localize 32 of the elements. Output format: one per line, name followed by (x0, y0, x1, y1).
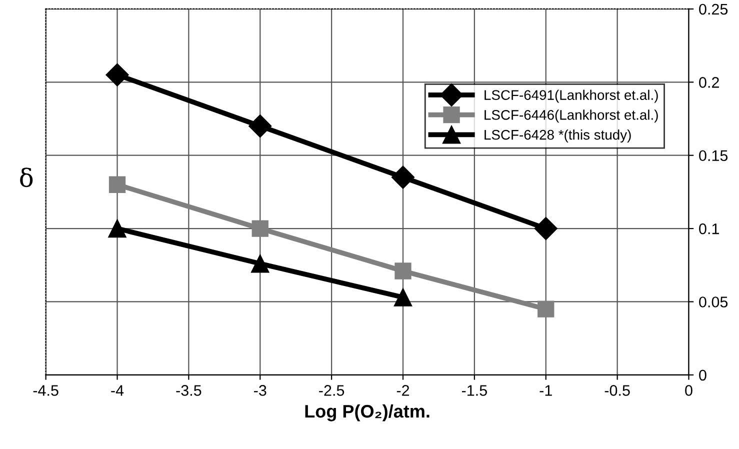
x-tick-label: -1.5 (462, 385, 487, 396)
point (538, 300, 554, 318)
x-tick-label: -4.5 (33, 385, 58, 396)
x-tick-label: -2 (396, 385, 410, 396)
point (252, 220, 268, 237)
y-axis-title: δ (20, 168, 33, 188)
x-tick-label: -2.5 (319, 385, 344, 396)
point (248, 114, 272, 138)
point (394, 262, 412, 280)
point (108, 176, 126, 193)
x-tick-label: 0 (685, 385, 692, 396)
y-tick-label: 0.15 (699, 150, 728, 162)
x-tick-label: -1 (540, 385, 552, 396)
y-tick-label: 0.25 (699, 4, 728, 15)
legend-label: LSCF-6491(Lankhorst et.al.) (484, 90, 658, 103)
y-tick-label: 0.05 (699, 296, 728, 308)
x-axis-title: Log P(O₂)/atm. (305, 404, 430, 422)
point (534, 217, 558, 240)
x-tick-label: -3 (254, 385, 266, 396)
x-tick-label: -3.5 (176, 385, 202, 396)
y-tick-label: 0 (699, 370, 706, 381)
point (392, 166, 414, 189)
y-tick-label: 0.1 (699, 223, 719, 234)
x-tick-label: -0.5 (604, 385, 630, 396)
legend-label: LSCF-6446(Lankhorst et.al.) (484, 110, 658, 123)
point (251, 254, 270, 273)
x-tick-label: -4 (111, 385, 124, 396)
y-tick-label: 0.2 (699, 77, 719, 88)
point (108, 220, 126, 238)
point (106, 63, 129, 86)
legend-label: LSCF-6428 *(this study) (484, 130, 631, 142)
point (394, 288, 412, 306)
